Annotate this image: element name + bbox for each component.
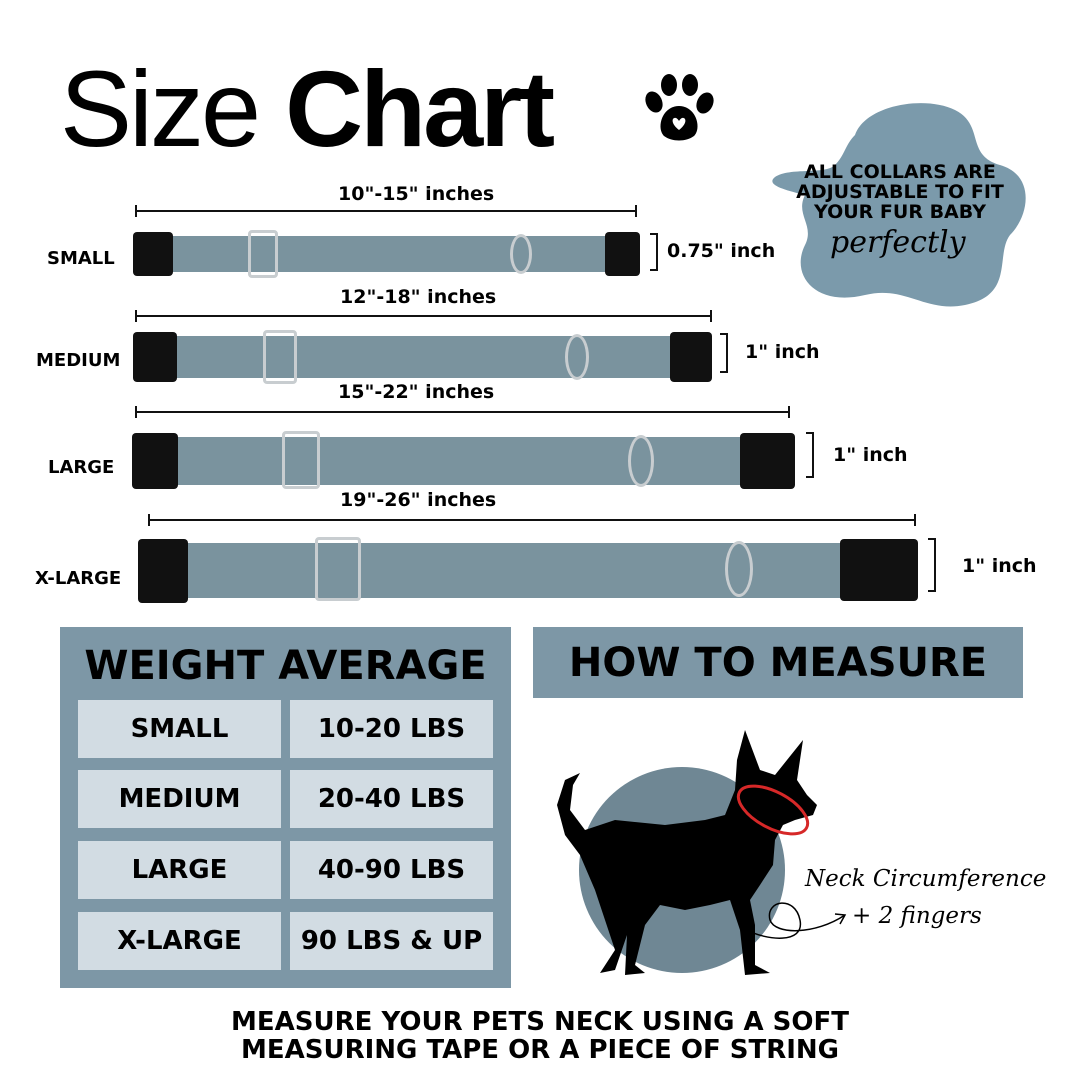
weight-value: 20-40 LBS <box>290 770 493 828</box>
page-title: Size Chart <box>60 48 555 169</box>
collar-xlarge <box>138 537 918 603</box>
length-xlarge: 19"-26" inches <box>340 489 497 511</box>
measure-instructions: MEASURE YOUR PETS NECK USING A SOFT MEASU… <box>231 1007 849 1065</box>
collar-label-large: LARGE <box>48 457 115 478</box>
length-line-large <box>135 406 790 418</box>
slider-icon <box>248 230 278 278</box>
length-line-xlarge <box>148 514 916 526</box>
length-line-small <box>135 205 637 217</box>
d-ring-icon <box>725 541 753 597</box>
weight-size: LARGE <box>78 841 281 899</box>
neck-loop <box>736 784 810 836</box>
buckle-icon <box>132 433 178 489</box>
weight-value: 40-90 LBS <box>290 841 493 899</box>
collar-small <box>133 230 640 278</box>
curly-arrow-icon <box>746 902 847 939</box>
neck-note-line1: Neck Circumference <box>805 866 1047 892</box>
dog-illustration <box>557 730 817 975</box>
how-to-measure-title: HOW TO MEASURE <box>533 627 1023 698</box>
collar-label-small: SMALL <box>47 248 115 269</box>
collar-medium <box>133 330 712 384</box>
width-bracket <box>720 333 728 373</box>
length-large: 15"-22" inches <box>338 381 495 403</box>
weight-value: 90 LBS & UP <box>290 912 493 970</box>
buckle-icon <box>138 539 188 603</box>
weight-size: SMALL <box>78 700 281 758</box>
length-line-medium <box>135 310 712 322</box>
weight-average-table: WEIGHT AVERAGE SMALL 10-20 LBS MEDIUM 20… <box>60 627 511 988</box>
badge-text: ALL COLLARS ARE ADJUSTABLE TO FIT YOUR FUR… <box>796 161 1004 223</box>
buckle-icon <box>670 332 712 382</box>
buckle-icon <box>133 232 173 276</box>
weight-size: X-LARGE <box>78 912 281 970</box>
neck-note-line2: + 2 fingers <box>852 903 982 929</box>
length-medium: 12"-18" inches <box>340 286 497 308</box>
width-small: 0.75" inch <box>667 240 776 262</box>
badge-blob <box>772 103 1026 307</box>
weight-size: MEDIUM <box>78 770 281 828</box>
collar-label-medium: MEDIUM <box>36 350 121 371</box>
badge-script: perfectly <box>830 225 966 260</box>
slider-icon <box>263 330 297 384</box>
width-xlarge: 1" inch <box>962 555 1037 577</box>
width-bracket <box>928 538 936 592</box>
length-small: 10"-15" inches <box>338 183 495 205</box>
d-ring-icon <box>628 435 654 487</box>
slider-icon <box>282 431 320 489</box>
width-bracket <box>650 233 658 271</box>
width-medium: 1" inch <box>745 341 820 363</box>
d-ring-icon <box>510 234 532 274</box>
d-ring-icon <box>565 334 589 380</box>
collar-large <box>132 431 795 489</box>
paw-icon <box>645 74 714 141</box>
buckle-icon <box>605 232 640 276</box>
weight-value: 10-20 LBS <box>290 700 493 758</box>
buckle-icon <box>133 332 177 382</box>
dog-silhouette-icon <box>557 730 817 975</box>
width-large: 1" inch <box>833 444 908 466</box>
width-bracket <box>806 432 814 478</box>
weight-title: WEIGHT AVERAGE <box>84 643 487 689</box>
buckle-icon <box>840 539 918 601</box>
buckle-icon <box>740 433 795 489</box>
slider-icon <box>315 537 361 601</box>
collar-label-xlarge: X-LARGE <box>35 568 122 589</box>
